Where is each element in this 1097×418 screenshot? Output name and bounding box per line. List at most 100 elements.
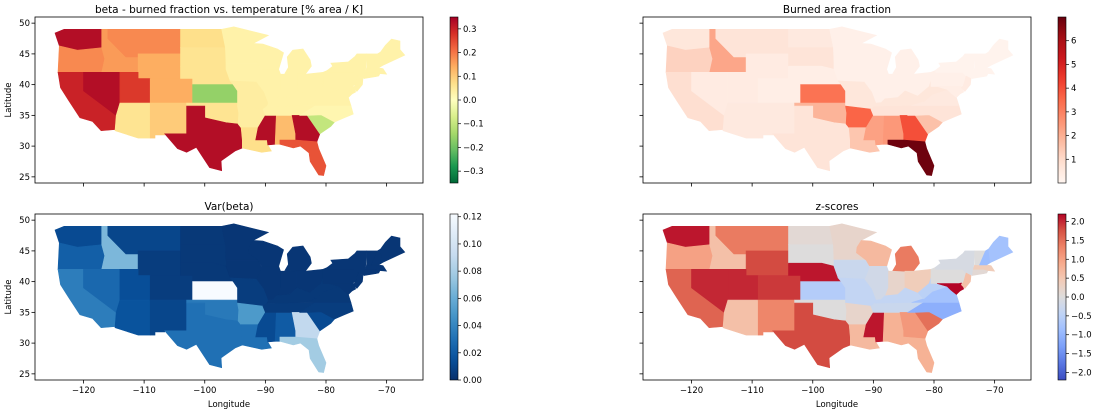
y-axis-label: Latitude [4,280,14,315]
region-ct [363,269,376,276]
colorbar-tick-label: −0.5 [1071,312,1092,322]
colorbar-tick-label: −0.2 [463,143,484,153]
region-co [757,275,801,301]
x-tick-label: −80 [317,386,335,396]
axes-frame [642,213,1032,381]
region-pa [930,70,967,87]
region-wy [137,53,181,79]
colorbar-tick-label: 0.5 [1071,274,1085,284]
map-regions [54,223,406,373]
region-ct [971,269,984,276]
region-nd [788,226,834,245]
region-de [351,85,357,95]
axes-frame [34,213,424,381]
colorbar-tick-label: 0.06 [463,294,482,304]
colorbar: 0.12 0.10 0.08 0.06 0.04 0.02 0.00 [449,213,482,386]
region-de [351,282,357,292]
colorbar-gradient [450,214,458,380]
region-pa [322,70,359,87]
region-nj [960,272,972,289]
y-tick-label: 50 [19,216,30,226]
colorbar-tick-label: 3 [1071,108,1076,118]
region-wy [137,250,181,276]
colorbar-tick-label: 0.0 [463,96,477,106]
region-az [114,102,151,139]
region-fl [887,336,935,373]
colorbar-tick-label: 0.2 [463,49,477,59]
region-nj [960,75,972,92]
colorbar-tick-label: −2.0 [1071,368,1092,378]
y-tick-label: 25 [19,370,30,380]
region-nd [180,226,226,245]
region-co [149,78,193,104]
colorbar-tick-label: 0.00 [463,376,482,386]
x-tick-label: −120 [72,386,95,396]
x-tick-label: −90 [864,386,882,396]
colorbar-tick-label: −1.0 [1071,331,1092,341]
colorbar: 0.3 0.2 0.1 0.0 −0.1 −0.2 −0.3 [449,16,484,184]
region-co [149,275,193,301]
panel-title: beta - burned fraction vs. temperature [… [95,4,363,16]
region-ct [363,72,376,79]
region-pa [322,267,359,284]
colorbar-tick-label: 0.02 [463,349,482,359]
y-axis-label: Latitude [4,83,14,118]
region-fl [279,139,327,176]
colorbar-tick-label: 0.3 [463,25,477,35]
region-me [988,235,1014,264]
colorbar-tick-label: 2.0 [1071,218,1085,228]
colorbar-tick-label: −1.5 [1071,350,1092,360]
colorbar-frame [1057,16,1067,184]
region-ct [971,72,984,79]
colorbar-tick-label: 6 [1071,37,1076,47]
region-nm [149,102,187,139]
colorbar-tick-label: 1.0 [1071,255,1085,265]
region-mi [284,48,312,75]
region-nh [979,248,991,266]
panel-title: Var(beta) [205,201,254,213]
region-me [380,38,406,67]
region-nm [757,299,795,336]
x-tick-label: −90 [256,386,274,396]
region-nh [371,51,383,69]
region-mi [892,48,920,75]
y-tick-label: 45 [19,247,30,257]
region-wy [745,250,789,276]
y-tick-label: 25 [19,173,30,183]
x-tick-label: −70 [378,386,396,396]
region-az [722,102,759,139]
region-ia [225,62,263,83]
panel-var-beta: −120 −110 −100 −90 −80 −70 25 30 35 40 45 50 Var(bet… [4,201,482,410]
map-regions [54,26,406,176]
colorbar: 6 5 4 3 2 1 [1057,16,1076,184]
panel-z-scores: −120 −110 −100 −90 −80 −70 z-scores Longitude 2.… [639,201,1092,410]
region-ks [800,281,846,301]
region-or [57,242,106,270]
colorbar-gradient [1058,17,1066,183]
y-tick-label: 30 [19,142,30,152]
x-tick-label: −80 [925,386,943,396]
colorbar-tick-label: −0.1 [463,120,484,130]
region-or [665,45,714,73]
colorbar-tick-label: 0.08 [463,267,482,277]
axes-frame [642,16,1032,184]
region-me [380,235,406,264]
x-tick-label: −100 [193,386,216,396]
region-co [757,78,801,104]
panel-title: z-scores [816,201,859,213]
colorbar-tick-label: 0.04 [463,322,482,332]
region-nj [352,272,364,289]
region-az [114,299,151,336]
y-tick-label: 50 [19,19,30,29]
region-ks [192,281,238,301]
region-nd [180,29,226,48]
region-nd [788,29,834,48]
x-tick-label: −100 [801,386,824,396]
axes-frame [34,16,424,184]
colorbar-tick-label: 0.10 [463,240,482,250]
y-tick-label: 35 [19,111,30,121]
region-pa [930,267,967,284]
region-fl [887,139,935,176]
colorbar-tick-label: 5 [1071,60,1076,70]
